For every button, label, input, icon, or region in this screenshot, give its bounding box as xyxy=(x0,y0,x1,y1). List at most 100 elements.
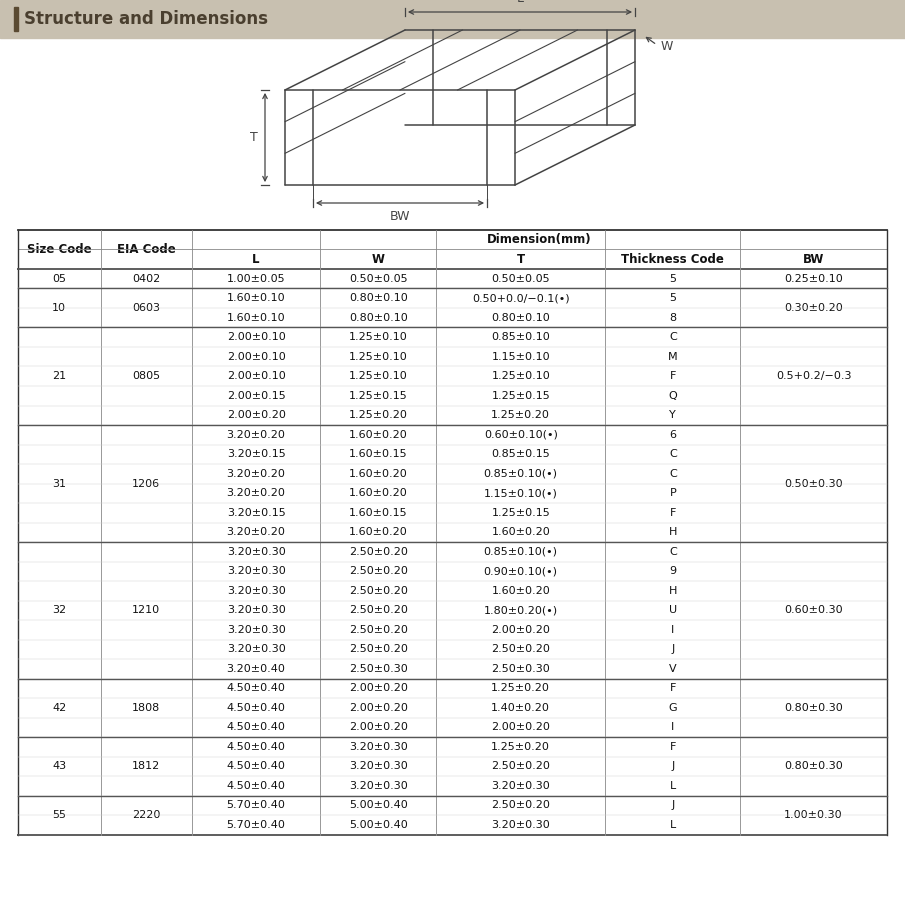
Text: 32: 32 xyxy=(52,605,66,615)
Text: 2.50±0.20: 2.50±0.20 xyxy=(491,761,550,771)
Text: 1.40±0.20: 1.40±0.20 xyxy=(491,703,550,713)
Text: 2.00±0.20: 2.00±0.20 xyxy=(348,722,407,732)
Text: 2.00±0.20: 2.00±0.20 xyxy=(226,410,286,420)
Text: C: C xyxy=(669,332,677,342)
Text: 1.25±0.20: 1.25±0.20 xyxy=(348,410,407,420)
Text: 1812: 1812 xyxy=(132,761,160,771)
Text: 10: 10 xyxy=(52,303,66,313)
Text: 31: 31 xyxy=(52,479,66,489)
Text: 55: 55 xyxy=(52,810,66,820)
Text: 0.90±0.10(•): 0.90±0.10(•) xyxy=(483,567,557,576)
Text: 9: 9 xyxy=(669,567,676,576)
Text: 5: 5 xyxy=(670,293,676,303)
Text: I: I xyxy=(672,624,674,634)
Text: 1.15±0.10: 1.15±0.10 xyxy=(491,352,550,362)
Text: 3.20±0.30: 3.20±0.30 xyxy=(348,742,407,752)
Text: 1.25±0.20: 1.25±0.20 xyxy=(491,683,550,693)
Text: 5.70±0.40: 5.70±0.40 xyxy=(226,800,286,810)
Text: 0.25±0.10: 0.25±0.10 xyxy=(785,273,843,284)
Text: 0603: 0603 xyxy=(132,303,160,313)
Text: 2220: 2220 xyxy=(132,810,160,820)
Text: J: J xyxy=(672,644,674,654)
Text: 5.00±0.40: 5.00±0.40 xyxy=(348,800,407,810)
Text: 1.60±0.20: 1.60±0.20 xyxy=(348,489,407,499)
Text: 0.80±0.30: 0.80±0.30 xyxy=(785,761,843,771)
Text: 3.20±0.20: 3.20±0.20 xyxy=(226,469,286,479)
Text: 0.50±0.05: 0.50±0.05 xyxy=(349,273,407,284)
Text: 4.50±0.40: 4.50±0.40 xyxy=(226,742,286,752)
Text: 0.50+0.0/−0.1(•): 0.50+0.0/−0.1(•) xyxy=(472,293,569,303)
Text: 5.00±0.40: 5.00±0.40 xyxy=(348,820,407,830)
Text: 1.25±0.15: 1.25±0.15 xyxy=(348,391,407,401)
Text: 42: 42 xyxy=(52,703,66,713)
Text: 0.50±0.05: 0.50±0.05 xyxy=(491,273,550,284)
Text: 0.80±0.30: 0.80±0.30 xyxy=(785,703,843,713)
Text: 0.85±0.10(•): 0.85±0.10(•) xyxy=(483,469,557,479)
Text: 2.50±0.20: 2.50±0.20 xyxy=(348,586,407,595)
Text: T: T xyxy=(251,131,258,144)
Text: 3.20±0.30: 3.20±0.30 xyxy=(227,624,285,634)
Text: 0.80±0.10: 0.80±0.10 xyxy=(348,293,407,303)
Text: 3.20±0.30: 3.20±0.30 xyxy=(227,644,285,654)
Text: 4.50±0.40: 4.50±0.40 xyxy=(226,722,286,732)
Text: 0.80±0.10: 0.80±0.10 xyxy=(348,313,407,323)
Text: 2.00±0.20: 2.00±0.20 xyxy=(491,624,550,634)
Text: Size Code: Size Code xyxy=(27,243,91,256)
Text: 1808: 1808 xyxy=(132,703,160,713)
Text: 0.85±0.10(•): 0.85±0.10(•) xyxy=(483,547,557,557)
Text: 5: 5 xyxy=(670,273,676,284)
Text: 3.20±0.30: 3.20±0.30 xyxy=(227,547,285,557)
Text: 4.50±0.40: 4.50±0.40 xyxy=(226,703,286,713)
Text: 1.25±0.15: 1.25±0.15 xyxy=(491,508,550,518)
Text: V: V xyxy=(669,663,677,673)
Text: W: W xyxy=(372,252,385,266)
Text: 1.60±0.15: 1.60±0.15 xyxy=(349,449,407,459)
Text: 1.00±0.05: 1.00±0.05 xyxy=(227,273,285,284)
Text: 3.20±0.20: 3.20±0.20 xyxy=(226,489,286,499)
Text: F: F xyxy=(670,742,676,752)
Text: 2.00±0.10: 2.00±0.10 xyxy=(227,352,285,362)
Text: 05: 05 xyxy=(52,273,66,284)
Text: 1210: 1210 xyxy=(132,605,160,615)
Text: L: L xyxy=(670,781,676,791)
Text: L: L xyxy=(517,0,523,5)
Text: 21: 21 xyxy=(52,371,66,381)
Text: 2.00±0.20: 2.00±0.20 xyxy=(491,722,550,732)
Text: 0.50±0.30: 0.50±0.30 xyxy=(785,479,843,489)
Text: 3.20±0.30: 3.20±0.30 xyxy=(227,586,285,595)
Text: 4.50±0.40: 4.50±0.40 xyxy=(226,761,286,771)
Text: T: T xyxy=(517,252,525,266)
Text: 3.20±0.30: 3.20±0.30 xyxy=(348,781,407,791)
Text: J: J xyxy=(672,761,674,771)
Text: 2.50±0.20: 2.50±0.20 xyxy=(348,624,407,634)
Text: 1.25±0.10: 1.25±0.10 xyxy=(348,371,407,381)
Text: 1.60±0.20: 1.60±0.20 xyxy=(491,586,550,595)
Text: G: G xyxy=(669,703,677,713)
Text: 2.50±0.30: 2.50±0.30 xyxy=(491,663,550,673)
Text: 0.60±0.10(•): 0.60±0.10(•) xyxy=(484,430,557,440)
Text: 0402: 0402 xyxy=(132,273,160,284)
Text: 3.20±0.30: 3.20±0.30 xyxy=(491,781,550,791)
Text: 1.25±0.10: 1.25±0.10 xyxy=(348,352,407,362)
Text: 1.60±0.10: 1.60±0.10 xyxy=(227,293,285,303)
Text: 4.50±0.40: 4.50±0.40 xyxy=(226,781,286,791)
Text: 1.25±0.10: 1.25±0.10 xyxy=(348,332,407,342)
Text: 1.60±0.15: 1.60±0.15 xyxy=(349,508,407,518)
Text: 2.00±0.10: 2.00±0.10 xyxy=(227,371,285,381)
Text: 8: 8 xyxy=(669,313,676,323)
Text: 4.50±0.40: 4.50±0.40 xyxy=(226,683,286,693)
Text: M: M xyxy=(668,352,678,362)
Text: 1.15±0.10(•): 1.15±0.10(•) xyxy=(484,489,557,499)
Text: 1.25±0.20: 1.25±0.20 xyxy=(491,742,550,752)
Text: 3.20±0.30: 3.20±0.30 xyxy=(227,567,285,576)
Text: C: C xyxy=(669,449,677,459)
Text: 3.20±0.30: 3.20±0.30 xyxy=(348,761,407,771)
Text: F: F xyxy=(670,683,676,693)
Text: Dimension(mm): Dimension(mm) xyxy=(487,233,592,246)
Text: 2.50±0.20: 2.50±0.20 xyxy=(491,800,550,810)
Text: H: H xyxy=(669,528,677,538)
Text: 1.60±0.10: 1.60±0.10 xyxy=(227,313,285,323)
Text: 2.00±0.15: 2.00±0.15 xyxy=(227,391,285,401)
Text: BW: BW xyxy=(390,210,410,223)
Text: 0.60±0.30: 0.60±0.30 xyxy=(785,605,843,615)
